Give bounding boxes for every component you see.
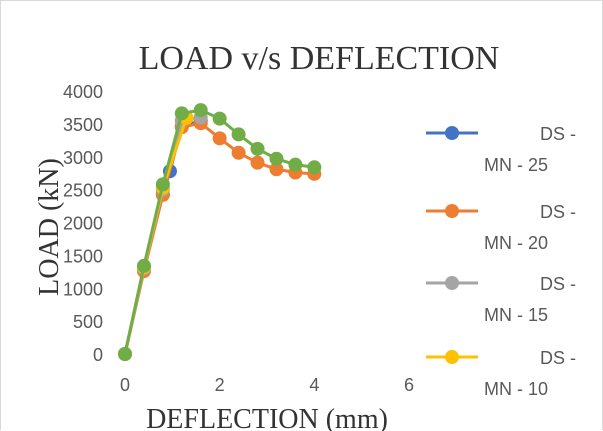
legend-label: DS -	[540, 202, 576, 222]
data-point	[118, 347, 132, 361]
x-tick-label: 2	[215, 375, 225, 395]
data-point	[136, 258, 151, 273]
series-line	[123, 115, 201, 355]
data-point	[174, 106, 189, 121]
data-point	[250, 155, 265, 170]
legend-swatch-marker	[445, 126, 459, 140]
legend-swatch-marker	[445, 276, 459, 290]
legend-label: MN - 20	[484, 233, 548, 253]
data-point	[269, 151, 284, 166]
data-point	[212, 111, 227, 126]
data-point	[231, 127, 246, 142]
series-line	[123, 119, 202, 355]
series-line	[123, 117, 188, 355]
x-tick-label: 0	[120, 375, 130, 395]
series-4	[118, 103, 322, 361]
data-point	[250, 141, 265, 156]
y-tick-label: 1500	[63, 246, 103, 266]
legend-label: DS -	[540, 124, 576, 144]
y-tick-label: 2000	[63, 214, 103, 234]
legend-item: DS - MN - 15	[426, 274, 576, 325]
data-point	[288, 157, 303, 172]
y-axis-title: LOAD (kN)	[34, 158, 65, 296]
legend-label: MN - 10	[484, 379, 548, 399]
x-tick-label: 6	[404, 375, 414, 395]
legend-item: DS - MN - 25	[426, 124, 576, 175]
y-tick-label: 2500	[63, 181, 103, 201]
series-line	[123, 121, 315, 355]
legend-swatch-marker	[445, 204, 459, 218]
legend-label: DS -	[540, 348, 576, 368]
legend-label: MN - 15	[484, 305, 548, 325]
legend-label: MN - 25	[484, 155, 548, 175]
legend-swatch-marker	[445, 350, 459, 364]
y-tick-label: 500	[73, 312, 103, 332]
chart-title: LOAD v/s DEFLECTION	[139, 40, 500, 77]
y-tick-label: 4000	[63, 82, 103, 102]
axes-layer: 0 500 1000 1500 2000 2500 3000 3500 4000 0 2 4 6	[63, 82, 414, 395]
x-axis-title: DEFLECTION (mm)	[146, 404, 388, 431]
legend: DS - MN - 25 DS - MN - 20 DS - MN - 15 DS - MN …	[426, 124, 576, 399]
data-point	[155, 177, 170, 192]
data-point	[231, 145, 246, 160]
legend-item: DS - MN - 20	[426, 202, 576, 253]
y-tick-label: 3000	[63, 148, 103, 168]
legend-label: DS -	[540, 274, 576, 294]
y-tick-label: 3500	[63, 115, 103, 135]
series-layer	[118, 103, 322, 361]
data-point	[212, 131, 227, 146]
y-tick-label: 1000	[63, 279, 103, 299]
data-point	[307, 160, 322, 175]
data-point	[193, 103, 208, 118]
x-tick-label: 4	[309, 375, 319, 395]
y-tick-label: 0	[93, 345, 103, 365]
legend-item: DS - MN - 10	[426, 348, 576, 399]
series-3	[118, 110, 194, 361]
